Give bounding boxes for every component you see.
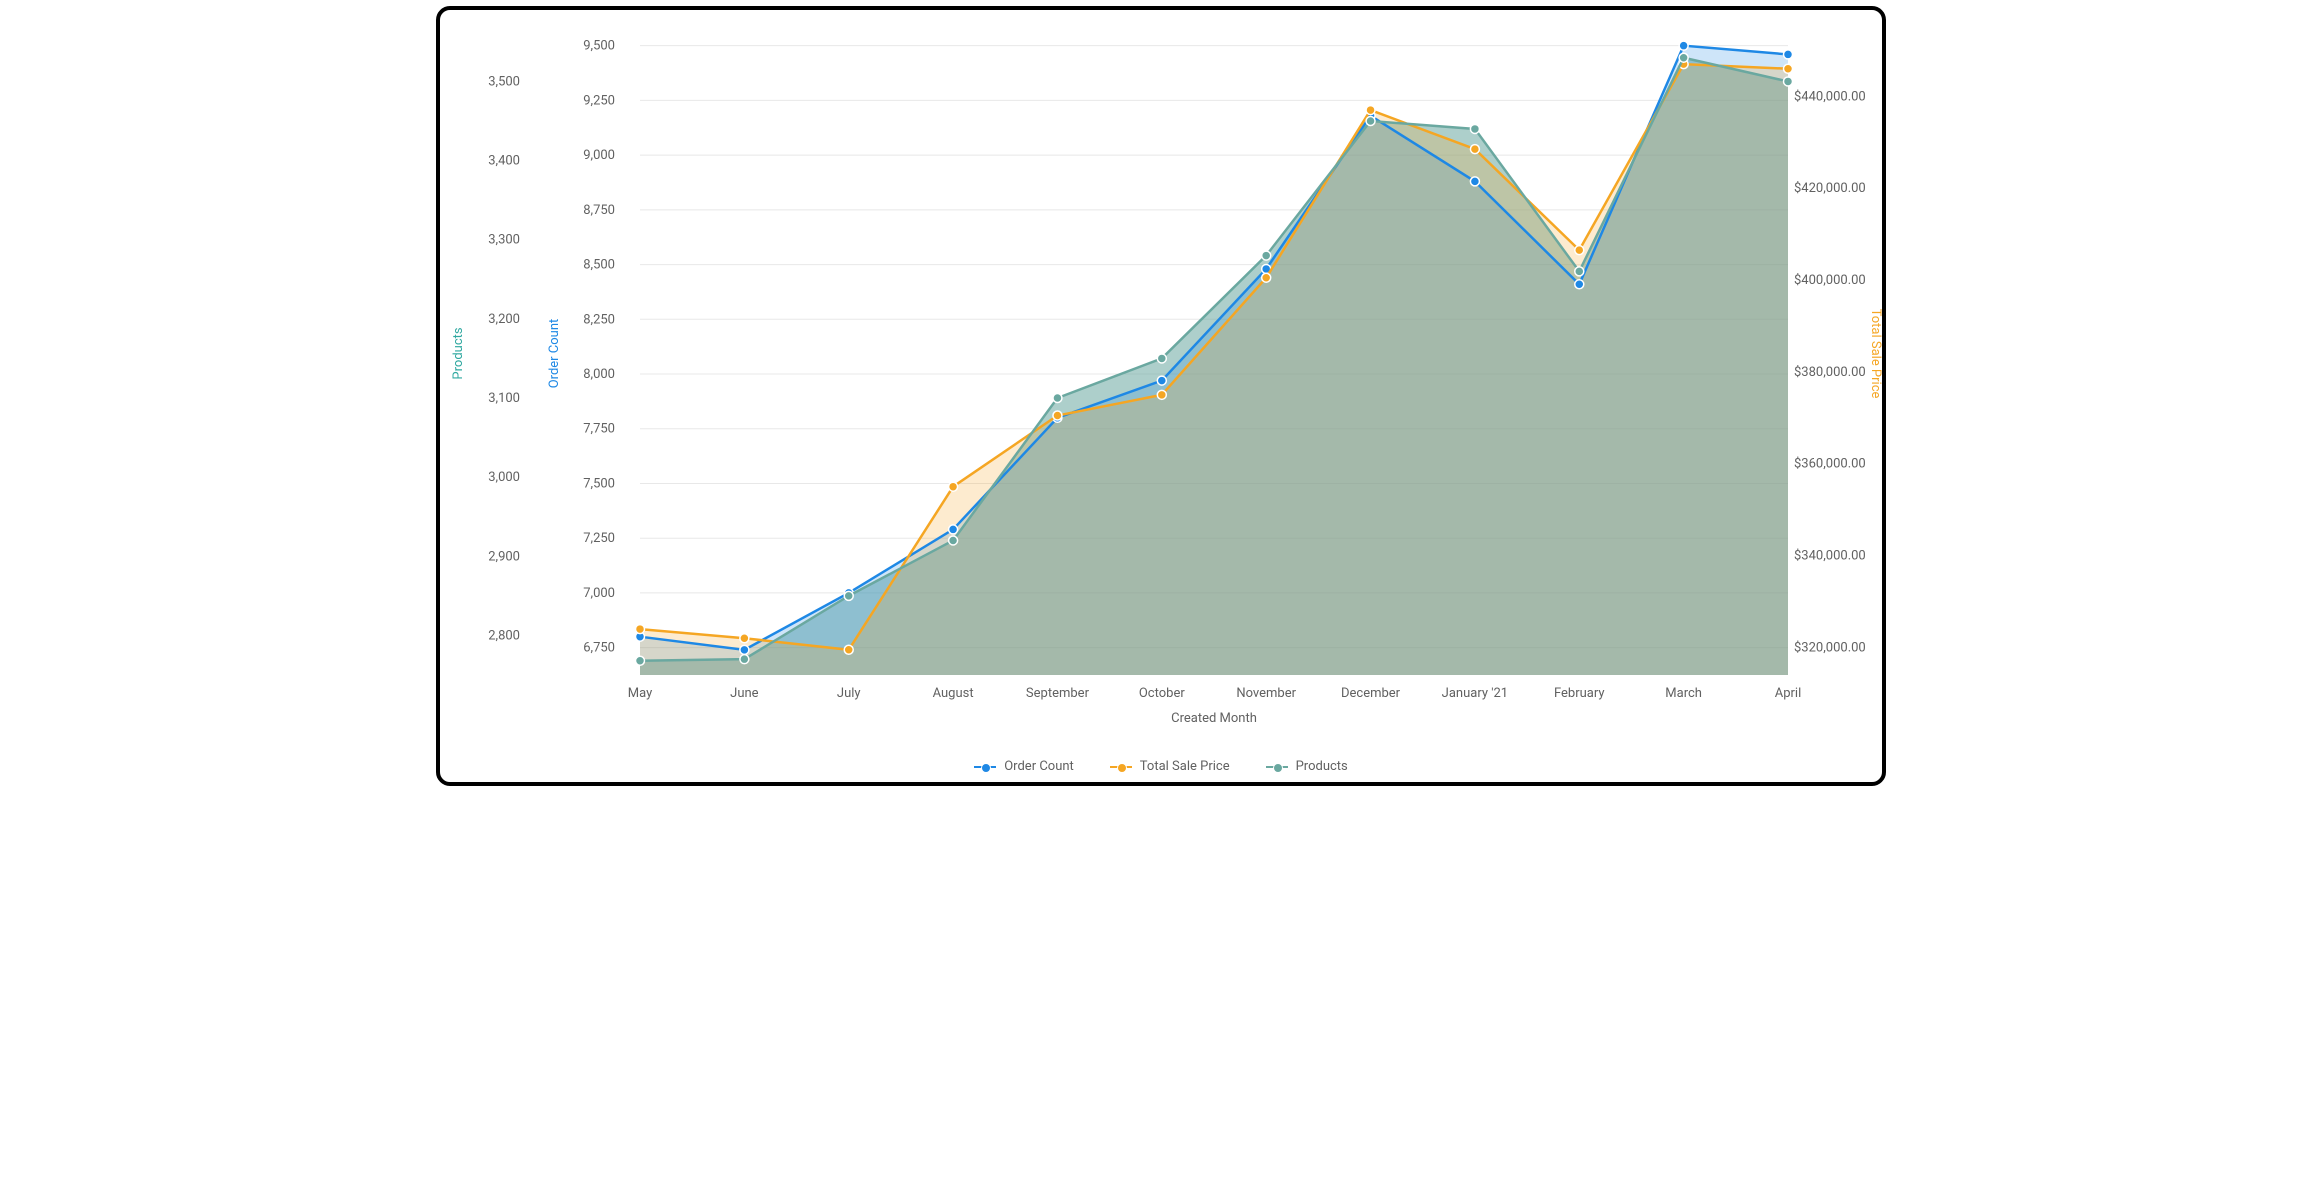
orders-tick-label: 7,000 (583, 586, 615, 601)
marker-orders-3[interactable] (949, 525, 958, 534)
chart-plot: May June July August September October Novembe… (440, 10, 1882, 782)
legend-marker-sales (1110, 762, 1132, 772)
marker-sales-8[interactable] (1470, 145, 1479, 154)
products-tick-label: 3,300 (488, 233, 520, 248)
marker-sales-6[interactable] (1262, 273, 1271, 282)
marker-products-9[interactable] (1575, 267, 1584, 276)
marker-orders-5[interactable] (1157, 376, 1166, 385)
orders-tick-label: 8,250 (583, 312, 615, 327)
orders-tick-label: 7,250 (583, 531, 615, 546)
marker-orders-11[interactable] (1784, 50, 1793, 59)
marker-orders-1[interactable] (740, 645, 749, 654)
orders-tick-label: 9,250 (583, 93, 615, 108)
products-tick-label: 3,500 (488, 74, 520, 89)
orders-tick-label: 8,000 (583, 367, 615, 382)
marker-sales-2[interactable] (844, 645, 853, 654)
products-axis-title: Products (451, 327, 466, 379)
marker-sales-7[interactable] (1366, 106, 1375, 115)
x-tick-label: January '21 (1442, 686, 1508, 701)
marker-products-0[interactable] (636, 656, 645, 665)
x-tick-label: July (837, 686, 861, 701)
orders-tick-label: 6,750 (583, 641, 615, 656)
legend-item-orders[interactable]: Order Count (974, 759, 1074, 774)
products-tick-label: 3,000 (488, 470, 520, 485)
sales-tick-label: $320,000.00 (1794, 640, 1866, 655)
x-tick-label: February (1554, 686, 1605, 701)
marker-sales-5[interactable] (1157, 390, 1166, 399)
legend-item-sales[interactable]: Total Sale Price (1110, 759, 1230, 774)
marker-products-3[interactable] (949, 536, 958, 545)
products-axis: 2,800 2,900 3,000 3,100 3,200 3,300 3,400 3,500 (488, 74, 520, 643)
marker-sales-1[interactable] (740, 634, 749, 643)
legend-label: Total Sale Price (1140, 759, 1230, 774)
x-tick-label: March (1665, 686, 1702, 701)
area-sales (640, 64, 1788, 675)
products-tick-label: 3,100 (488, 391, 520, 406)
legend-label: Products (1296, 759, 1348, 774)
x-axis: May June July August September October Novembe… (628, 686, 1802, 701)
sales-tick-label: $400,000.00 (1794, 273, 1866, 288)
legend-label: Order Count (1004, 759, 1074, 774)
x-axis-title: Created Month (1171, 711, 1257, 726)
marker-products-11[interactable] (1784, 77, 1793, 86)
marker-orders-8[interactable] (1470, 177, 1479, 186)
legend-item-products[interactable]: Products (1266, 759, 1348, 774)
marker-sales-9[interactable] (1575, 246, 1584, 255)
x-tick-label: May (628, 686, 652, 701)
orders-axis-title: Order Count (547, 319, 562, 389)
marker-sales-3[interactable] (949, 482, 958, 491)
marker-sales-11[interactable] (1784, 64, 1793, 73)
sales-tick-label: $380,000.00 (1794, 365, 1866, 380)
legend-marker-products (1266, 762, 1288, 772)
sales-axis-title: Total Sale Price (1868, 309, 1882, 399)
marker-products-7[interactable] (1366, 117, 1375, 126)
x-tick-label: December (1341, 686, 1401, 701)
marker-products-6[interactable] (1262, 251, 1271, 260)
x-tick-label: September (1026, 686, 1090, 701)
marker-products-8[interactable] (1470, 124, 1479, 133)
marker-products-5[interactable] (1157, 354, 1166, 363)
sales-tick-label: $360,000.00 (1794, 457, 1866, 472)
marker-sales-0[interactable] (636, 625, 645, 634)
marker-products-1[interactable] (740, 655, 749, 664)
sales-tick-label: $340,000.00 (1794, 549, 1866, 564)
sales-axis: $320,000.00 $340,000.00 $360,000.00 $380,00… (1794, 89, 1866, 655)
chart-svg: May June July August September October Novembe… (440, 10, 1882, 750)
marker-products-4[interactable] (1053, 394, 1062, 403)
x-tick-label: October (1139, 686, 1185, 701)
products-tick-label: 2,900 (488, 549, 520, 564)
orders-tick-label: 8,750 (583, 203, 615, 218)
products-tick-label: 2,800 (488, 628, 520, 643)
sales-tick-label: $420,000.00 (1794, 181, 1866, 196)
marker-products-10[interactable] (1679, 53, 1688, 62)
orders-tick-label: 7,750 (583, 422, 615, 437)
marker-sales-4[interactable] (1053, 411, 1062, 420)
x-tick-label: June (730, 686, 759, 701)
x-tick-label: April (1775, 686, 1802, 701)
chart-legend: Order Count Total Sale Price Products (440, 759, 1882, 774)
marker-products-2[interactable] (844, 591, 853, 600)
marker-orders-10[interactable] (1679, 41, 1688, 50)
chart-frame: May June July August September October Novembe… (436, 6, 1886, 786)
orders-axis: 6,750 7,000 7,250 7,500 7,750 8,000 8,250 8,500… (583, 39, 615, 656)
products-tick-label: 3,400 (488, 154, 520, 169)
orders-tick-label: 9,500 (583, 39, 615, 54)
x-tick-label: August (933, 686, 974, 701)
products-tick-label: 3,200 (488, 312, 520, 327)
x-tick-label: November (1236, 686, 1296, 701)
orders-tick-label: 9,000 (583, 148, 615, 163)
sales-tick-label: $440,000.00 (1794, 89, 1866, 104)
orders-tick-label: 8,500 (583, 258, 615, 273)
legend-marker-orders (974, 762, 996, 772)
orders-tick-label: 7,500 (583, 476, 615, 491)
marker-orders-9[interactable] (1575, 280, 1584, 289)
